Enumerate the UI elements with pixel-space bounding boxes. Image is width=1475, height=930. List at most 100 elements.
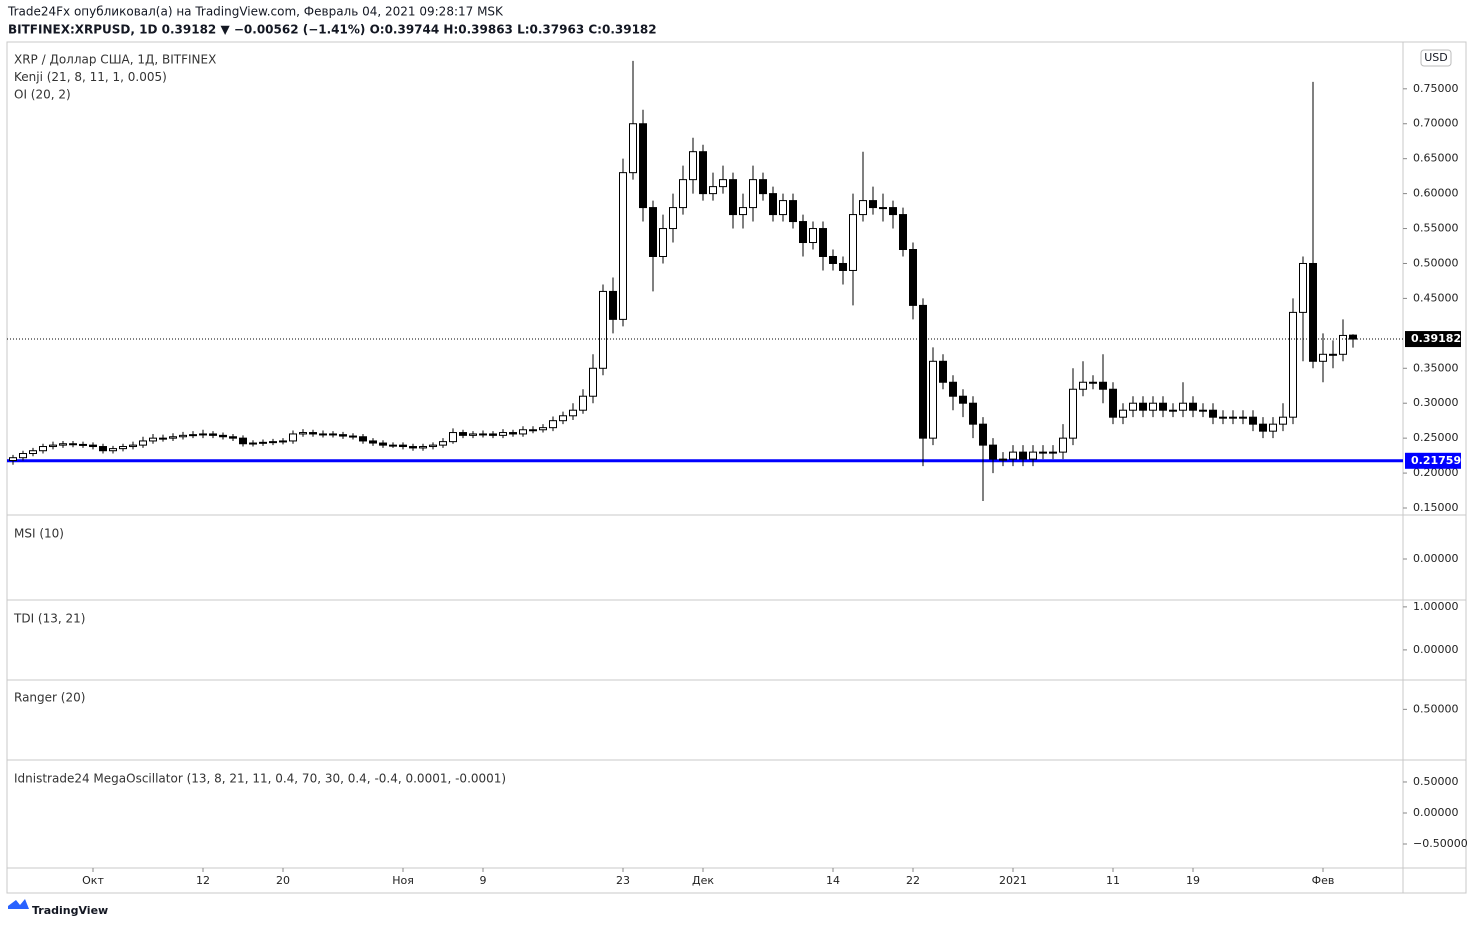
candle-body: [39, 446, 47, 452]
candle-body: [1299, 262, 1307, 313]
x-tick-label: 22: [906, 874, 920, 887]
candle-body: [209, 433, 217, 436]
y-tick-label: 0.60000: [1413, 187, 1459, 200]
last-price-label: 0.39182: [1411, 332, 1461, 345]
candle-body: [759, 179, 767, 195]
candle-body: [929, 360, 937, 439]
candle-body: [579, 395, 587, 411]
candle-body: [469, 433, 477, 436]
candle-body: [309, 432, 317, 435]
candle-body: [1239, 416, 1247, 419]
candle-body: [319, 433, 327, 436]
x-tick-label: Фев: [1312, 874, 1335, 887]
candle-body: [299, 432, 307, 435]
x-tick-label: 2021: [999, 874, 1027, 887]
candle-body: [199, 433, 207, 436]
candle-body: [659, 228, 667, 257]
candle-body: [849, 214, 857, 271]
candle-body: [589, 367, 597, 397]
candle-body: [389, 444, 397, 447]
legend-entry: OI (20, 2): [14, 88, 71, 102]
candle-body: [219, 434, 227, 438]
y-tick-label: 0.55000: [1413, 222, 1459, 235]
candle-body: [1129, 402, 1137, 411]
candle-body: [119, 446, 127, 450]
indicator-title: MSI (10): [14, 527, 64, 541]
candle-body: [1279, 416, 1287, 425]
candle-body: [1249, 416, 1257, 425]
candle-body: [59, 443, 67, 446]
candle-body: [999, 458, 1007, 461]
candle-body: [839, 262, 847, 271]
x-tick-label: 23: [616, 874, 630, 887]
candle-body: [739, 207, 747, 216]
candle-body: [1349, 334, 1357, 340]
candle-body: [229, 436, 237, 439]
last-price-bg: [1405, 331, 1461, 348]
candle-body: [1199, 409, 1207, 412]
candle-body: [719, 179, 727, 188]
candle-body: [899, 214, 907, 251]
y-tick-label: 1.00000: [1413, 600, 1459, 613]
x-tick-label: 12: [196, 874, 210, 887]
logo-icon: [8, 899, 29, 909]
candle-body: [279, 440, 287, 443]
candle-body: [1329, 353, 1337, 356]
y-tick-label: 0.65000: [1413, 152, 1459, 165]
candle-body: [1209, 409, 1217, 418]
candle-body: [549, 420, 557, 429]
support-label-bg: [1405, 452, 1461, 469]
candle-body: [949, 381, 957, 397]
candle-body: [569, 409, 577, 417]
y-tick-label: 0.00000: [1413, 552, 1459, 565]
x-tick-label: Дек: [692, 874, 714, 887]
currency: USD: [1424, 51, 1448, 64]
y-tick-label: 0.50000: [1413, 256, 1459, 269]
candle-body: [379, 442, 387, 446]
legend-entry: Kenji (21, 8, 11, 1, 0.005): [14, 70, 167, 84]
candle-body: [559, 415, 567, 422]
candle-body: [1189, 402, 1197, 411]
candle-body: [479, 433, 487, 436]
candle-body: [419, 446, 427, 449]
candle-body: [879, 207, 887, 210]
candle-body: [129, 444, 137, 448]
candle-body: [809, 228, 817, 244]
candle-body: [9, 457, 17, 462]
candle-body: [819, 228, 827, 257]
candle-body: [79, 443, 87, 446]
candle-body: [49, 444, 57, 448]
candle-body: [109, 448, 117, 452]
candle-body: [909, 249, 917, 306]
candle-body: [1079, 381, 1087, 390]
y-tick-label: 0.00000: [1413, 806, 1459, 819]
candle-body: [29, 450, 37, 455]
candle-body: [1219, 416, 1227, 419]
candle-body: [769, 193, 777, 216]
y-tick-label: 0.25000: [1413, 431, 1459, 444]
candle-body: [619, 172, 627, 320]
candle-body: [179, 434, 187, 438]
candle-body: [159, 437, 167, 440]
candle-body: [89, 444, 97, 448]
x-tick-label: Окт: [82, 874, 104, 887]
x-tick-label: 11: [1106, 874, 1120, 887]
y-tick-label: 0.30000: [1413, 396, 1459, 409]
candle-body: [139, 440, 147, 446]
y-tick-label: 0.50000: [1413, 702, 1459, 715]
indicator-title: Idnistrade24 MegaOscillator (13, 8, 21, …: [14, 772, 506, 786]
y-tick-label: −0.50000: [1413, 837, 1468, 850]
footer-logo: TradingView: [32, 904, 108, 917]
candle-body: [1119, 409, 1127, 418]
currency-badge[interactable]: [1420, 49, 1452, 67]
header-line2: BITFINEX:XRPUSD, 1D 0.39182 ▼ −0.00562 (…: [8, 23, 657, 37]
candle-body: [599, 290, 607, 369]
candle-body: [799, 221, 807, 244]
candle-body: [149, 437, 157, 442]
y-tick-label: 0.75000: [1413, 82, 1459, 95]
candle-body: [349, 435, 357, 438]
candle-body: [959, 395, 967, 404]
indicator-title: Ranger (20): [14, 691, 85, 705]
candle-body: [1049, 451, 1057, 454]
